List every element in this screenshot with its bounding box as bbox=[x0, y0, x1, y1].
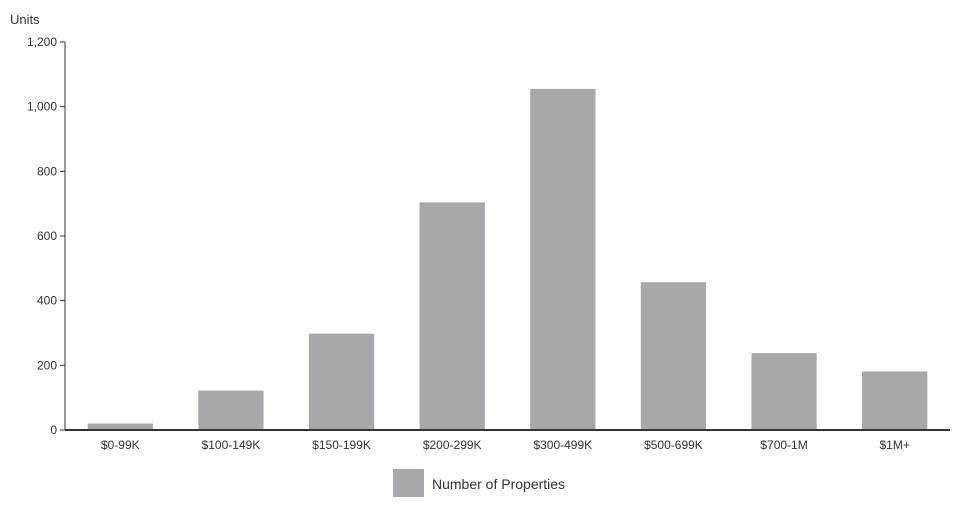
bar-6 bbox=[640, 282, 707, 430]
y-tick-label: 200 bbox=[37, 358, 57, 372]
x-category-label: $100-149K bbox=[202, 438, 261, 452]
y-axis-ticks: 0 200 400 600 800 1,000 1,200 bbox=[27, 35, 65, 437]
y-axis-title: Units bbox=[10, 12, 40, 27]
legend-swatch bbox=[393, 469, 424, 497]
legend-label: Number of Properties bbox=[432, 476, 565, 492]
bar-4 bbox=[419, 202, 485, 430]
x-axis-labels: $0-99K $100-149K $150-199K $200-299K $300-49… bbox=[101, 438, 910, 452]
x-category-label: $150-199K bbox=[312, 438, 371, 452]
legend: Number of Properties bbox=[393, 469, 565, 497]
y-tick-label: 1,200 bbox=[27, 35, 57, 49]
x-category-label: $1M+ bbox=[880, 438, 910, 452]
x-category-label: $700-1M bbox=[760, 438, 807, 452]
y-tick-label: 0 bbox=[50, 423, 57, 437]
bar-8 bbox=[862, 371, 928, 430]
bars bbox=[87, 88, 928, 430]
bar-3 bbox=[308, 333, 375, 430]
y-tick-label: 800 bbox=[37, 164, 57, 178]
y-tick-label: 400 bbox=[37, 294, 57, 308]
y-tick-label: 600 bbox=[37, 229, 57, 243]
y-tick-label: 1,000 bbox=[27, 100, 57, 114]
bar-2 bbox=[198, 390, 264, 430]
x-category-label: $300-499K bbox=[533, 438, 592, 452]
x-category-label: $500-699K bbox=[644, 438, 703, 452]
bar-1 bbox=[87, 423, 153, 430]
bar-7 bbox=[751, 353, 817, 430]
x-category-label: $0-99K bbox=[101, 438, 140, 452]
x-category-label: $200-299K bbox=[423, 438, 482, 452]
bar-5 bbox=[530, 88, 596, 430]
